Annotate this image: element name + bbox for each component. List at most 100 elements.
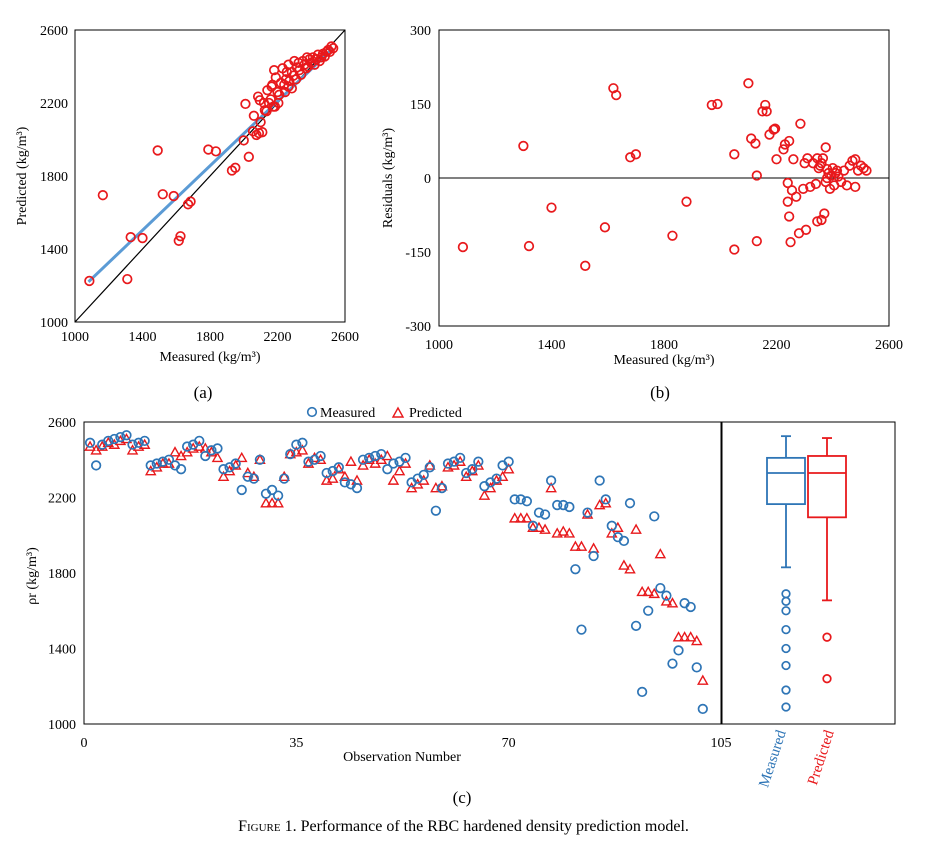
panel-a-point: [182, 199, 194, 210]
panel-b-point: [523, 240, 535, 252]
panel-b-point: [580, 260, 591, 271]
predicted-point: [169, 446, 181, 457]
predicted-point: [557, 525, 570, 536]
panel-a-point: [251, 129, 262, 141]
panel-a-y-tick-label: 2200: [40, 97, 68, 112]
panel-c-label: (c): [453, 788, 472, 807]
panel-a-plot-frame: [74, 29, 346, 323]
box-outlier: [781, 660, 791, 671]
measured-point: [357, 454, 369, 465]
predicted-point: [624, 563, 636, 574]
panel-c-y-tick-label: 1000: [48, 718, 76, 733]
measured-point: [90, 460, 102, 471]
measured-point: [564, 501, 575, 513]
measured-point: [606, 520, 617, 531]
panel-a-point: [97, 190, 108, 201]
panel-a-point: [270, 72, 281, 83]
measured-point: [673, 645, 684, 656]
panel-b-point: [518, 140, 529, 152]
panel-b-point: [751, 235, 762, 247]
panel-b-point: [816, 214, 827, 226]
predicted-point: [266, 497, 278, 508]
panel-b-y-tick-label: -300: [405, 320, 431, 335]
panel-a-point: [125, 231, 136, 243]
panel-c-boxplot-frame: [721, 421, 896, 725]
measured-point: [321, 467, 332, 479]
panel-b-x-tick-label: 2600: [875, 338, 903, 353]
predicted-point: [563, 527, 576, 538]
measured-point: [533, 507, 545, 518]
measured-point: [558, 499, 569, 511]
panel-a-x-axis-label: Measured (kg/m³): [159, 350, 260, 365]
panel-a-label: (a): [194, 383, 213, 402]
panel-b-point: [820, 142, 831, 153]
panel-b-point: [769, 123, 781, 134]
panel-c-x-ticks: 0 35 70 105: [81, 736, 732, 751]
panel-b-point: [778, 144, 789, 155]
measured-point: [236, 484, 247, 496]
panel-a-x-tick-label: 2200: [264, 330, 292, 345]
panel-a-y-tick-label: 1800: [40, 170, 68, 185]
panel-a-y-axis-label: Predicted (kg/m³): [15, 126, 30, 225]
panel-b-point: [861, 165, 872, 176]
measured-point: [133, 437, 144, 448]
panel-b-point: [630, 149, 642, 160]
measured-point: [552, 499, 563, 511]
panel-b-point: [816, 158, 827, 169]
panel-b-points: [457, 78, 872, 271]
measured-point: [333, 462, 344, 473]
legend-measured-label: Measured: [320, 406, 375, 421]
panel-b-chart: 1000 1400 1800 2200 2600 300 150 0 -150 -300 Mea…: [381, 24, 903, 402]
panel-c-chart: 0 35 70 105 1000 1400 1800 2200 2600 Measured P…: [25, 406, 896, 807]
panel-a-point: [243, 151, 254, 162]
panel-c-x-axis-label: Observation Number: [343, 750, 461, 765]
panel-a-points: [84, 41, 339, 287]
panel-c-boxplots: [766, 435, 847, 712]
panel-b-point: [729, 149, 740, 160]
measured-point: [297, 437, 308, 448]
panel-b-point: [795, 118, 806, 129]
panel-b-point: [546, 202, 557, 213]
panel-b-x-tick-label: 1800: [650, 338, 678, 353]
predicted-point: [211, 451, 224, 463]
measured-point: [121, 430, 132, 441]
figure-caption-text: Performance of the RBC hardened density …: [296, 818, 689, 835]
boxplot-predicted: [807, 437, 847, 684]
predicted-point: [660, 595, 673, 606]
box-outlier: [822, 674, 832, 684]
panel-c-x-tick-label: 0: [81, 736, 88, 751]
panel-a-point: [283, 81, 294, 92]
predicted-point: [545, 482, 557, 493]
measured-point: [576, 624, 587, 635]
panel-a-point: [326, 41, 337, 52]
panel-a-x-tick-label: 1800: [196, 330, 224, 345]
panel-b-y-tick-label: 300: [410, 24, 431, 39]
measured-point: [430, 505, 442, 516]
measured-point: [206, 445, 217, 456]
predicted-point: [666, 597, 679, 608]
measured-point: [588, 550, 599, 562]
measured-point: [303, 456, 314, 467]
measured-point: [103, 435, 114, 447]
panel-b-x-tick-label: 1000: [425, 338, 453, 353]
panel-b-point: [761, 106, 772, 117]
panel-c-legend: Measured Predicted: [306, 406, 462, 421]
panel-c-plot-frame: [83, 421, 722, 725]
box-outlier: [781, 589, 791, 599]
predicted-point: [508, 512, 521, 523]
panel-a-point: [173, 235, 184, 246]
panel-c-x-tick-label: 105: [711, 736, 732, 751]
panel-a-point: [210, 146, 222, 157]
boxplot-category-measured: Measured: [756, 728, 790, 790]
predicted-point: [672, 631, 685, 642]
predicted-point: [697, 674, 709, 685]
measured-point: [618, 535, 630, 547]
panel-b-point: [810, 178, 822, 190]
box-iqr: [807, 455, 847, 519]
measured-point: [248, 473, 260, 484]
measured-point: [400, 452, 411, 464]
panel-b-point: [844, 160, 855, 171]
panel-c-y-tick-label: 1800: [48, 567, 76, 582]
panel-b-y-tick-label: -150: [405, 246, 431, 261]
